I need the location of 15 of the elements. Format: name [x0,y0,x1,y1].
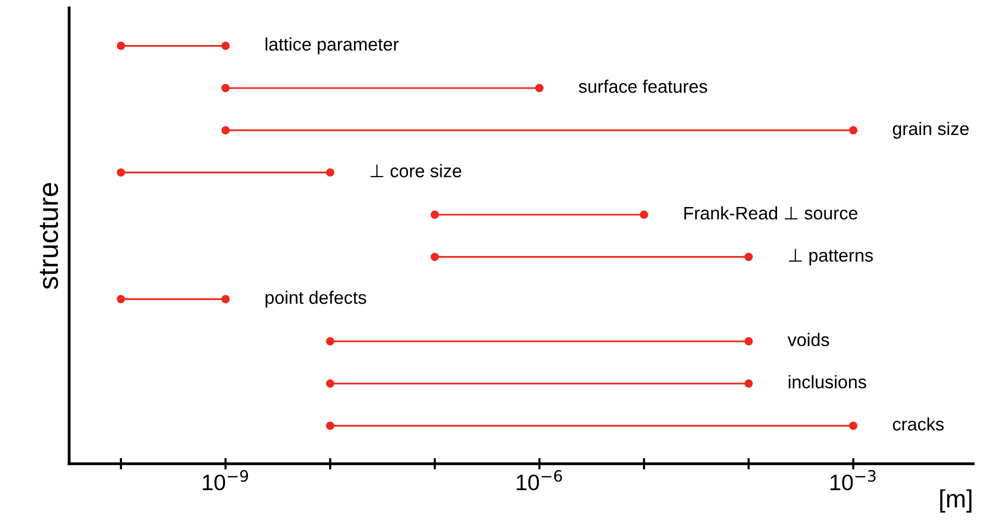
y-tick-label: inclusions [788,375,866,388]
y-tick-label: cracks [892,417,944,431]
y-tick-label: ⊥ patterns [789,248,873,266]
y-tick-label: Frank-Read ⊥ source [684,206,858,220]
x-axis-title: [m] [940,489,972,513]
x-tick-label: 10$^{−6}$ [516,470,562,490]
y-tick-label: point defects [266,290,366,308]
y-tick-label: grain size [892,122,969,139]
x-tick-label: 10$^{−9}$ [202,470,248,490]
y-axis-title: structure [40,183,58,290]
y-tick-label: ⊥ core size [370,164,462,178]
y-tick-label: lattice parameter [266,37,399,54]
y-tick-label: surface features [578,80,708,93]
x-tick-label: 10$^{−3}$ [830,470,876,490]
y-tick-label: voids [788,332,830,346]
